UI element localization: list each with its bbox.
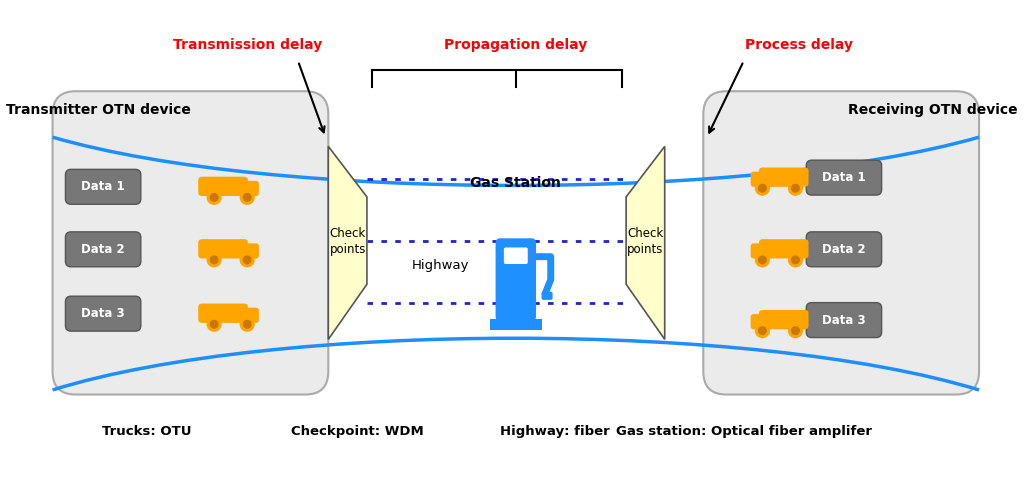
FancyBboxPatch shape: [66, 170, 141, 204]
FancyBboxPatch shape: [504, 247, 527, 264]
FancyBboxPatch shape: [240, 308, 259, 323]
Text: Check
points: Check points: [628, 227, 664, 256]
Text: Data 2: Data 2: [81, 243, 125, 256]
FancyBboxPatch shape: [66, 296, 141, 331]
Circle shape: [788, 181, 803, 195]
Circle shape: [244, 256, 251, 264]
Text: Propagation delay: Propagation delay: [444, 38, 588, 52]
Text: Data 3: Data 3: [81, 307, 125, 320]
Text: Check
points: Check points: [330, 227, 366, 256]
Bar: [490, 319, 542, 330]
Text: Data 1: Data 1: [81, 180, 125, 193]
Circle shape: [244, 320, 251, 328]
Circle shape: [241, 317, 254, 331]
Circle shape: [244, 194, 251, 201]
FancyBboxPatch shape: [240, 181, 259, 196]
Text: Transmission delay: Transmission delay: [173, 38, 323, 52]
FancyBboxPatch shape: [240, 243, 259, 258]
FancyBboxPatch shape: [806, 232, 882, 267]
Text: Data 1: Data 1: [822, 171, 865, 184]
FancyBboxPatch shape: [759, 239, 809, 258]
Polygon shape: [626, 146, 665, 340]
FancyBboxPatch shape: [542, 292, 553, 300]
FancyBboxPatch shape: [199, 177, 248, 196]
Circle shape: [207, 190, 221, 204]
Circle shape: [788, 324, 803, 338]
Circle shape: [756, 253, 769, 267]
Circle shape: [792, 185, 800, 192]
Text: Checkpoint: WDM: Checkpoint: WDM: [292, 425, 424, 438]
FancyBboxPatch shape: [496, 238, 536, 321]
FancyBboxPatch shape: [759, 168, 809, 187]
Text: Trucks: OTU: Trucks: OTU: [101, 425, 191, 438]
Text: Receiving OTN device: Receiving OTN device: [848, 102, 1018, 116]
Circle shape: [756, 181, 769, 195]
Circle shape: [207, 253, 221, 267]
FancyBboxPatch shape: [703, 91, 979, 395]
Circle shape: [756, 324, 769, 338]
FancyBboxPatch shape: [751, 243, 770, 258]
FancyBboxPatch shape: [52, 91, 329, 395]
Circle shape: [759, 327, 766, 334]
Circle shape: [241, 253, 254, 267]
Circle shape: [792, 327, 800, 334]
FancyBboxPatch shape: [806, 303, 882, 338]
Text: Process delay: Process delay: [744, 38, 853, 52]
Text: Gas Station: Gas Station: [470, 176, 561, 190]
FancyBboxPatch shape: [751, 314, 770, 329]
FancyBboxPatch shape: [759, 310, 809, 329]
Circle shape: [210, 320, 218, 328]
Circle shape: [759, 185, 766, 192]
Circle shape: [210, 256, 218, 264]
FancyBboxPatch shape: [199, 303, 248, 323]
FancyBboxPatch shape: [806, 160, 882, 195]
Text: Data 3: Data 3: [822, 313, 865, 327]
Circle shape: [788, 253, 803, 267]
Circle shape: [759, 256, 766, 264]
Circle shape: [792, 256, 800, 264]
FancyBboxPatch shape: [66, 232, 141, 267]
Text: Highway: Highway: [412, 259, 469, 272]
FancyBboxPatch shape: [751, 171, 770, 187]
Text: Highway: fiber: Highway: fiber: [501, 425, 610, 438]
Polygon shape: [329, 146, 367, 340]
Circle shape: [241, 190, 254, 204]
Text: Gas station: Optical fiber amplifer: Gas station: Optical fiber amplifer: [615, 425, 871, 438]
Circle shape: [210, 194, 218, 201]
Text: Transmitter OTN device: Transmitter OTN device: [6, 102, 190, 116]
Circle shape: [207, 317, 221, 331]
Text: Data 2: Data 2: [822, 243, 865, 256]
FancyBboxPatch shape: [199, 239, 248, 258]
